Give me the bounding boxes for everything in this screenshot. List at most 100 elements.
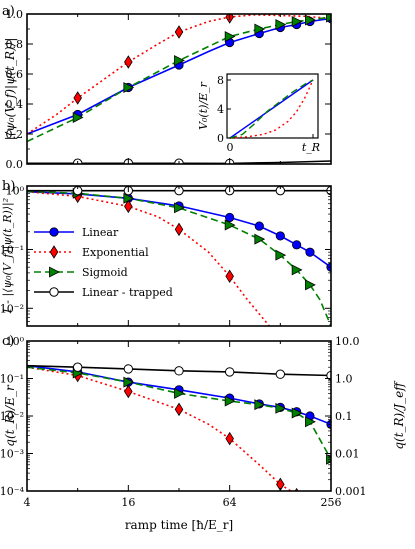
panel-c: c)10⁰ 10⁻¹ 10⁻² 10⁻³ 10⁻⁴ q(t_R)/E_r 4 16 64 256 r… — [0, 334, 406, 532]
y-tick-label: 1.0 — [6, 8, 24, 21]
data-point — [275, 369, 286, 379]
data-point — [124, 384, 133, 399]
y-tick-label: 10⁻² — [0, 302, 24, 315]
inset-frame — [226, 73, 319, 139]
data-point — [73, 91, 82, 105]
series-line-exponential — [27, 190, 271, 326]
inset-x-tick-label: t_R — [302, 141, 320, 154]
data-point — [254, 233, 266, 245]
x-axis-label: ramp time [ħ/E_r] — [125, 518, 233, 532]
y-tick-label: 10⁻¹ — [0, 373, 24, 386]
panel-label: c) — [2, 334, 14, 349]
y-axis-label: q(t_R)/E_r — [3, 384, 17, 447]
series-line-sigmoid — [27, 366, 331, 460]
y-axis-label: |⟨ψ₀(V_f)|ψ(t_R)⟩| — [3, 38, 17, 141]
data-point — [174, 402, 184, 417]
inset-chart: 0 4 8 0 t_R V₀(t)/E_r — [197, 73, 320, 154]
x-tick-label: 64 — [223, 496, 237, 509]
y-tick-label: 0.6 — [6, 68, 24, 81]
data-point — [254, 23, 266, 35]
data-point — [124, 199, 133, 214]
y-tick-label: 10⁻¹ — [0, 243, 24, 256]
inset-y-tick-label: 0 — [217, 132, 224, 145]
data-point — [72, 362, 83, 372]
data-point — [174, 222, 184, 237]
data-point — [123, 82, 135, 93]
legend-entry: Linear - trapped — [82, 286, 173, 299]
inset-y-tick-label: 8 — [217, 74, 224, 87]
series-lines — [27, 189, 331, 326]
y-tick-label: 10⁻⁴ — [0, 485, 25, 498]
panel-label: b) — [2, 179, 15, 194]
data-point — [275, 19, 287, 30]
data-point — [224, 219, 236, 231]
data-point — [174, 202, 185, 214]
data-point — [123, 192, 135, 204]
data-point — [291, 407, 303, 419]
panel-a: a) 0.0 0.2 0.4 0.6 0.8 1.0 |⟨ψ₀(V_f)|ψ(t_R)⟩| 0 4… — [2, 4, 332, 171]
y-tick-label: 0.8 — [6, 38, 24, 51]
right-tick-label: 1.0 — [335, 373, 353, 386]
series-line-linear — [27, 190, 331, 268]
data-point — [305, 279, 316, 291]
inset-line-sigmoid — [229, 79, 314, 139]
data-point — [225, 431, 234, 446]
legend-entry: Exponential — [82, 246, 149, 259]
series-line-linear — [27, 364, 331, 426]
series-markers — [72, 362, 331, 491]
data-point — [174, 25, 184, 39]
y-tick-label: 0.2 — [6, 128, 24, 141]
data-point — [174, 55, 185, 66]
data-point — [225, 269, 234, 284]
series-line-exponential — [27, 366, 293, 491]
legend-entry: Linear — [82, 226, 119, 239]
data-point — [174, 366, 184, 376]
series-lines — [27, 364, 331, 491]
data-point — [275, 402, 287, 414]
data-point — [72, 112, 84, 123]
inset-x-tick-label: 0 — [227, 141, 234, 154]
right-axis-label: q(t_R)/J_eff — [392, 380, 406, 450]
series-markers — [72, 186, 331, 291]
data-point — [291, 264, 303, 276]
data-point — [224, 31, 236, 42]
data-point — [326, 14, 331, 23]
right-tick-label: 10.0 — [335, 335, 360, 348]
data-point — [305, 416, 316, 428]
data-point — [275, 249, 287, 261]
legend-marker — [49, 287, 59, 297]
series-line-sigmoid — [27, 190, 331, 326]
inset-y-tick-label: 4 — [217, 103, 224, 116]
y-tick-label: 10⁻² — [0, 410, 24, 423]
data-point — [225, 212, 235, 223]
data-point — [123, 364, 134, 374]
y-tick-label: 10⁻³ — [0, 448, 24, 461]
legend-marker — [49, 245, 59, 259]
y-tick-label: 0.4 — [6, 98, 24, 111]
legend-entry: Sigmoid — [82, 266, 128, 279]
legend-marker — [49, 227, 59, 237]
data-point — [174, 387, 185, 399]
data-point — [292, 240, 302, 250]
data-point — [254, 221, 264, 231]
inset-line-linear — [229, 79, 314, 139]
x-tick-label: 16 — [121, 496, 135, 509]
y-tick-label: 10⁰ — [6, 335, 25, 348]
data-point — [305, 247, 315, 257]
right-tick-label: 0.1 — [335, 410, 353, 423]
legend-marker — [49, 266, 60, 278]
data-point — [123, 376, 135, 388]
panel-b: b)10⁰ 10⁻¹ 10⁻²1 - |⟨ψ₀(V_f)|ψ(t_R)⟩|² Line… — [0, 179, 332, 327]
series-line-sigmoid — [27, 16, 331, 143]
legend: Linear Exponential Sigmoid Linear - trapped — [34, 226, 173, 299]
y-axis-label: 1 - |⟨ψ₀(V_f)|ψ(t_R)⟩|² — [1, 198, 15, 314]
data-point — [224, 367, 235, 377]
data-point — [291, 16, 303, 27]
x-tick-label: 4 — [24, 496, 31, 509]
data-point — [224, 395, 236, 407]
y-tick-label: 0.0 — [6, 158, 24, 171]
right-tick-label: 0.001 — [335, 485, 367, 498]
x-tick-label: 256 — [321, 496, 342, 509]
data-point — [254, 399, 266, 411]
